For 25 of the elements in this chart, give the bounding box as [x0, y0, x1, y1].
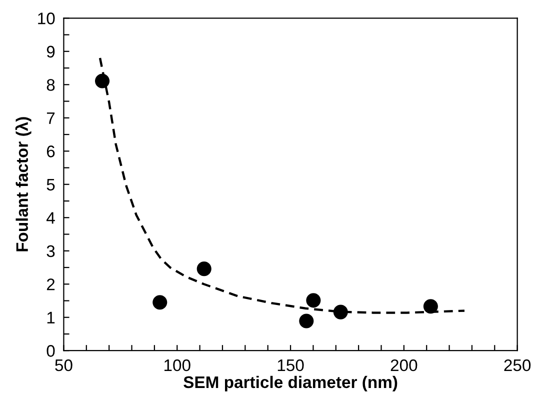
- y-tick-label: 3: [46, 245, 55, 258]
- point: [299, 314, 314, 328]
- point: [333, 304, 348, 320]
- x-tick-label: 200: [390, 359, 418, 372]
- point: [152, 295, 168, 310]
- y-tick-label: 4: [46, 212, 55, 224]
- y-tick-label: 8: [46, 79, 55, 91]
- x-tick-label: 150: [278, 359, 304, 372]
- y-tick-label: 2: [46, 278, 55, 290]
- point: [423, 299, 438, 314]
- y-tick-label: 10: [38, 12, 55, 24]
- y-axis-title: Foulant factor (λ): [15, 117, 32, 252]
- point: [306, 293, 321, 308]
- y-tick-label: 6: [46, 146, 55, 158]
- x-tick-label: 250: [504, 359, 531, 372]
- x-tick-label: 100: [164, 359, 190, 372]
- y-tick-label: 7: [46, 112, 55, 124]
- x-tick-label: 50: [55, 359, 72, 372]
- point: [94, 74, 110, 88]
- y-tick-label: 9: [46, 46, 55, 58]
- y-tick-label: 1: [47, 312, 55, 324]
- y-tick-label: 0: [46, 345, 55, 357]
- x-axis-title: SEM particle diameter (nm): [184, 376, 398, 392]
- y-tick-label: 5: [46, 178, 55, 191]
- point: [196, 262, 212, 276]
